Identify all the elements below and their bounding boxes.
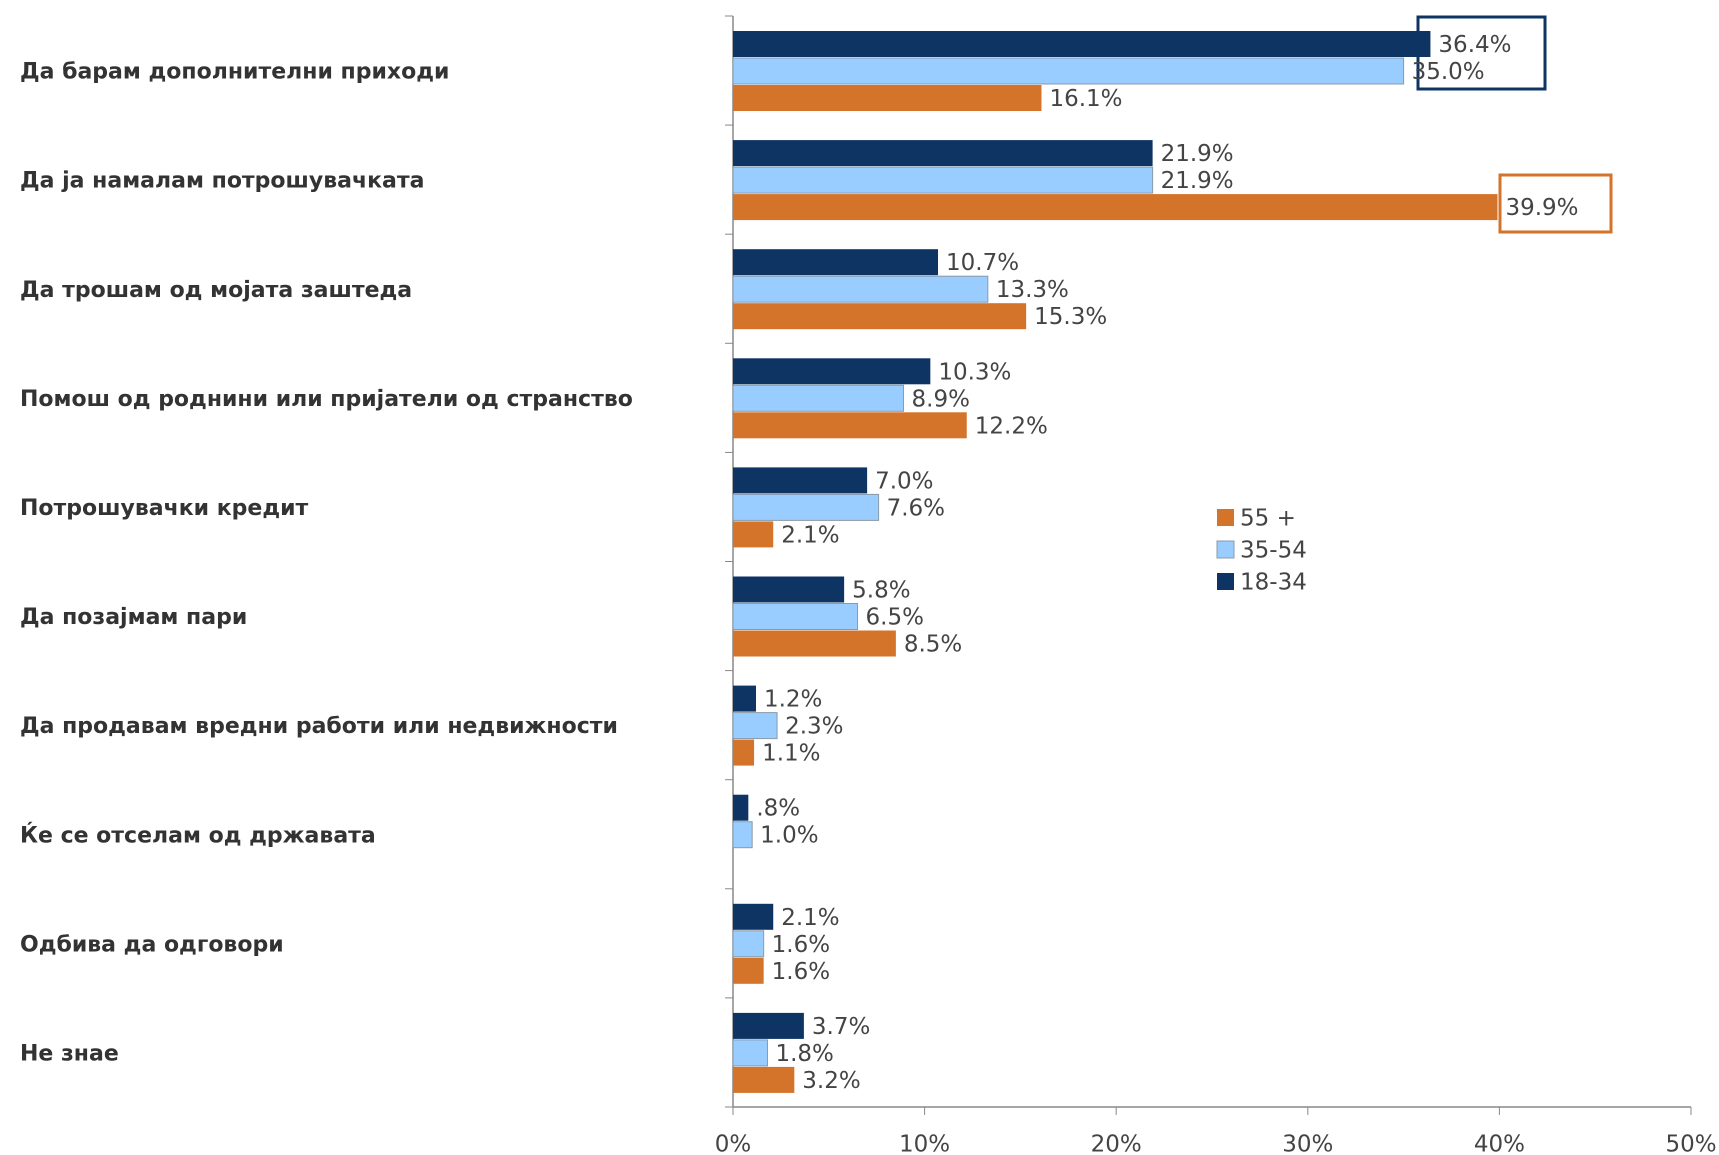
value-label: 1.0% [760, 823, 818, 849]
value-label: 1.2% [764, 687, 822, 713]
value-label: 10.3% [938, 359, 1011, 385]
bar [733, 685, 756, 712]
x-tick-label: 50% [1665, 1132, 1716, 1155]
bar [732, 493, 880, 521]
x-tick-label: 20% [1091, 1132, 1142, 1155]
value-label: 1.8% [775, 1041, 833, 1067]
legend-swatch [1217, 509, 1234, 526]
bar [732, 384, 905, 412]
bar [733, 903, 774, 930]
value-label: 15.3% [1034, 304, 1107, 330]
value-label: 39.9% [1505, 195, 1578, 221]
legend-label: 18-34 [1240, 570, 1307, 596]
category-label: Да позајмам пари [20, 605, 247, 630]
bar [733, 630, 896, 657]
bar [733, 521, 774, 548]
bar [733, 303, 1027, 330]
bar [733, 957, 764, 984]
category-label: Ќе се отселам од државата [20, 822, 376, 848]
bar [733, 412, 967, 439]
bar [732, 166, 1154, 194]
bar [733, 794, 749, 821]
value-label: 1.6% [772, 959, 830, 985]
bar [733, 85, 1042, 111]
value-label: 8.9% [912, 386, 970, 412]
value-label: 1.1% [762, 741, 820, 767]
highlight-box [1498, 173, 1613, 234]
bar [733, 194, 1498, 221]
bar [732, 930, 765, 958]
bar [733, 467, 868, 494]
value-label: 13.3% [996, 277, 1069, 303]
value-label: 10.7% [946, 250, 1019, 276]
category-label: Да продавам вредни работи или недвижност… [20, 714, 618, 739]
bar [732, 275, 989, 303]
value-label: 3.2% [802, 1068, 860, 1094]
category-label: Одбива да одговори [20, 932, 284, 957]
value-label: 7.6% [887, 495, 945, 521]
value-label: 2.3% [785, 714, 843, 740]
bar [732, 712, 778, 740]
value-label: 35.0% [1412, 59, 1485, 85]
bar [733, 739, 755, 766]
bar [732, 821, 753, 849]
value-label: 21.9% [1161, 141, 1234, 167]
x-tick-label: 40% [1474, 1132, 1525, 1155]
bar [732, 603, 859, 630]
category-label: Не знае [20, 1041, 119, 1066]
bar [733, 140, 1153, 167]
x-tick-label: 10% [899, 1132, 950, 1155]
bar [733, 1012, 804, 1039]
bar [733, 358, 931, 385]
x-tick-label: 30% [1282, 1132, 1333, 1155]
legend-swatch [1216, 540, 1235, 559]
bar [733, 576, 845, 603]
bar [733, 31, 1431, 57]
x-tick-label: 0% [715, 1132, 752, 1155]
value-label: 1.6% [772, 932, 830, 958]
value-label: 21.9% [1161, 168, 1234, 194]
value-label: 7.0% [875, 468, 933, 494]
value-label: 8.5% [904, 632, 962, 658]
category-label: Помош од роднини или пријатели од странс… [20, 387, 633, 412]
value-label: 6.5% [866, 605, 924, 631]
category-label: Потрошувачки кредит [20, 496, 309, 521]
category-label: Да трошам од мојата заштеда [20, 278, 412, 303]
legend-swatch [1217, 573, 1234, 590]
bar [733, 249, 939, 276]
value-label: 2.1% [781, 905, 839, 931]
value-label: 3.7% [812, 1014, 870, 1040]
bar [732, 1039, 768, 1067]
legend-label: 55 + [1240, 506, 1296, 532]
value-label: 5.8% [852, 578, 910, 604]
bar [732, 57, 1405, 85]
legend-label: 35-54 [1240, 538, 1307, 564]
category-label: Да барам дополнителни приходи [20, 60, 449, 85]
value-label: 12.2% [975, 413, 1048, 439]
category-label: Да ја намалам потрошувачката [20, 169, 425, 194]
value-label: 36.4% [1438, 32, 1511, 58]
bar [733, 1066, 795, 1093]
value-label: .8% [756, 796, 800, 822]
value-label: 16.1% [1049, 86, 1122, 112]
value-label: 2.1% [781, 522, 839, 548]
